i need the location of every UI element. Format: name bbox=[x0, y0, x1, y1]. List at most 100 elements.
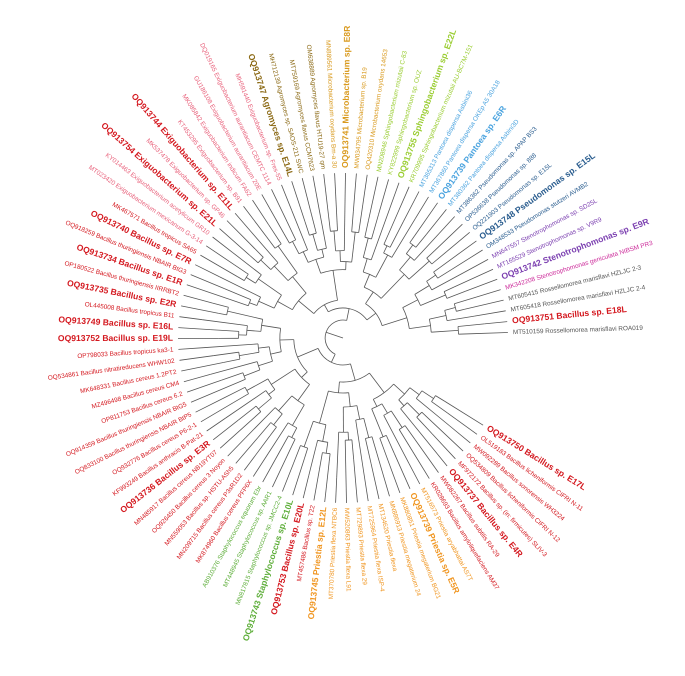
leaf-label: MW520863 Priestia flexa L91 bbox=[343, 508, 352, 592]
tree-branch bbox=[362, 258, 368, 273]
tree-branch bbox=[258, 300, 275, 309]
tree-branch bbox=[178, 347, 204, 350]
tree-branch bbox=[308, 440, 318, 476]
tree-branch bbox=[364, 286, 382, 299]
tree-branch bbox=[279, 435, 289, 451]
tree-branch bbox=[212, 236, 233, 253]
tree-branch bbox=[258, 360, 273, 367]
tree-branch bbox=[362, 174, 368, 205]
tree-branch bbox=[363, 473, 369, 502]
tree-branch bbox=[249, 255, 259, 264]
tree-branch bbox=[409, 325, 431, 329]
tree-branch bbox=[255, 274, 262, 284]
tree-branch bbox=[408, 463, 421, 485]
tree-branch bbox=[186, 284, 230, 300]
tree-branch bbox=[202, 319, 248, 326]
tree-branch bbox=[335, 477, 338, 503]
tree-branch bbox=[405, 244, 414, 254]
tree-branch bbox=[350, 363, 356, 381]
tree-branch bbox=[325, 331, 344, 339]
tree-branch bbox=[373, 383, 394, 400]
tree-branch bbox=[338, 381, 340, 393]
tree-branch bbox=[463, 259, 489, 273]
tree-branch bbox=[210, 361, 258, 375]
tree-branch bbox=[179, 355, 214, 361]
tree-branch bbox=[292, 276, 307, 294]
tree-branch bbox=[298, 300, 315, 314]
tree-branch bbox=[226, 307, 229, 315]
tree-branch bbox=[281, 184, 293, 211]
tree-branch bbox=[406, 253, 415, 261]
leaf-label: MT510159 Rossellomorea marisflavi ROA019 bbox=[513, 325, 644, 336]
tree-branch bbox=[433, 267, 441, 273]
tree-branch bbox=[292, 404, 305, 426]
tree-branch bbox=[274, 407, 283, 415]
tree-branch bbox=[437, 268, 453, 279]
tree-branch bbox=[206, 417, 226, 432]
tree-branch bbox=[258, 397, 272, 410]
tree-branch bbox=[434, 223, 463, 251]
tree-branch bbox=[205, 245, 235, 266]
tree-branch bbox=[334, 173, 337, 206]
tree-branch bbox=[322, 452, 331, 455]
tree-branch bbox=[414, 439, 439, 473]
tree-branch bbox=[426, 250, 435, 259]
tree-branch bbox=[283, 233, 290, 244]
tree-branch bbox=[393, 383, 405, 395]
tree-branch bbox=[416, 398, 450, 426]
tree-branch bbox=[415, 196, 429, 219]
tree-branch bbox=[328, 453, 331, 462]
leaf-label: MN889561 Microbacterium oxydans Bm-a 30 bbox=[324, 40, 338, 169]
tree-branch bbox=[412, 451, 430, 479]
tree-branch bbox=[344, 440, 347, 470]
tree-branch bbox=[400, 402, 408, 410]
tree-branch bbox=[414, 285, 430, 295]
tree-branch bbox=[400, 408, 432, 447]
tree-branch bbox=[257, 422, 272, 438]
tree-branch bbox=[335, 204, 338, 231]
tree-branch bbox=[242, 372, 246, 380]
leaf-label: MT729893 Priestia flexa 29 bbox=[354, 507, 368, 586]
tree-branch bbox=[457, 326, 459, 335]
tree-branch bbox=[183, 294, 213, 304]
tree-branch bbox=[195, 264, 220, 278]
tree-branch bbox=[271, 368, 296, 385]
tree-branch bbox=[203, 343, 259, 349]
tree-branch bbox=[376, 452, 390, 497]
leaf-label: OQ913741 Microbacterium sp. E8R bbox=[340, 25, 352, 168]
tree-branch bbox=[249, 302, 258, 306]
tree-branch bbox=[195, 398, 223, 413]
tree-branch bbox=[383, 252, 393, 258]
tree-branch bbox=[287, 422, 297, 429]
tree-branch bbox=[420, 294, 446, 306]
tree-branch bbox=[371, 408, 384, 437]
tree-branch bbox=[272, 446, 292, 488]
tree-branch bbox=[402, 299, 418, 308]
tree-branch bbox=[414, 202, 438, 237]
tree-branch bbox=[297, 384, 310, 401]
tree-branch bbox=[252, 453, 269, 477]
tree-branch bbox=[291, 439, 296, 447]
tree-branch bbox=[365, 438, 372, 464]
tree-branch bbox=[245, 277, 256, 284]
tree-branch bbox=[317, 247, 327, 251]
tree-branch bbox=[444, 307, 456, 311]
tree-branch bbox=[232, 252, 262, 276]
tree-branch bbox=[244, 387, 249, 394]
tree-branch bbox=[453, 303, 457, 312]
tree-branch bbox=[234, 264, 249, 275]
tree-branch bbox=[383, 245, 388, 254]
tree-branch bbox=[414, 233, 440, 261]
tree-branch bbox=[210, 329, 239, 332]
tree-branch bbox=[389, 464, 401, 494]
tree-branch bbox=[352, 173, 357, 212]
tree-branch bbox=[219, 420, 251, 449]
tree-branch bbox=[292, 445, 301, 465]
tree-branch bbox=[457, 323, 485, 327]
tree-branch bbox=[313, 469, 320, 501]
tree-branch bbox=[268, 346, 273, 362]
tree-branch bbox=[407, 402, 420, 415]
tree-branch bbox=[243, 206, 268, 238]
tree-branch bbox=[291, 427, 298, 438]
tree-branch bbox=[353, 459, 358, 503]
